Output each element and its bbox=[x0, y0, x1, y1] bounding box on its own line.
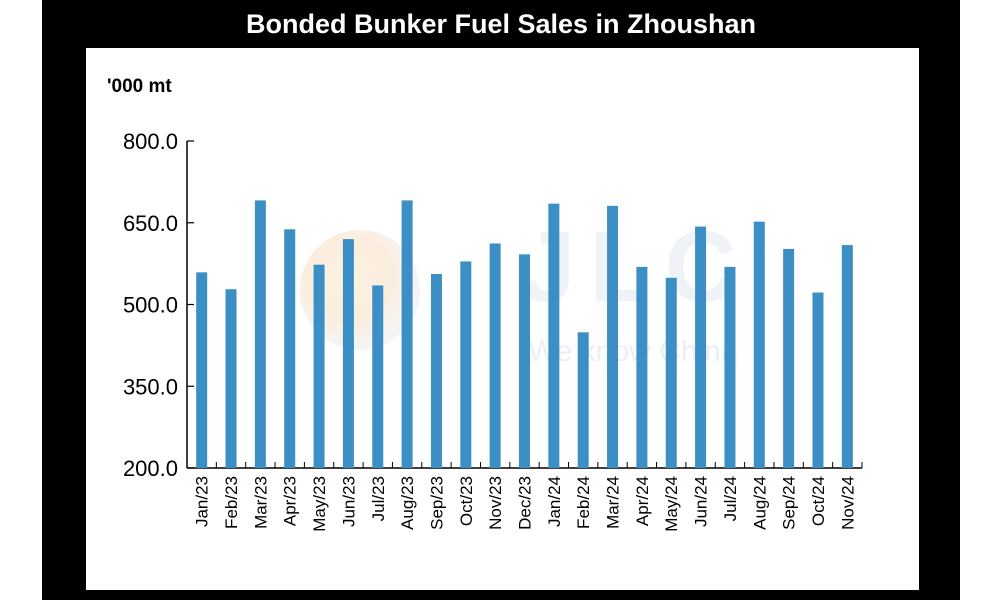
x-tick-label: Aug/23 bbox=[398, 476, 417, 530]
x-tick-label: Feb/23 bbox=[222, 476, 241, 529]
bar bbox=[519, 254, 530, 468]
x-tick-label: Apr/23 bbox=[281, 476, 300, 526]
x-tick-label: Sep/24 bbox=[780, 476, 799, 530]
x-tick-label: Jul/23 bbox=[369, 476, 388, 521]
bar bbox=[607, 205, 619, 469]
x-tick-label: Jan/24 bbox=[545, 476, 564, 527]
bar bbox=[489, 243, 501, 468]
bar bbox=[695, 226, 707, 468]
bar bbox=[548, 203, 560, 469]
bar bbox=[460, 261, 472, 468]
bar bbox=[284, 229, 296, 468]
bar bbox=[783, 248, 795, 468]
bar bbox=[753, 221, 765, 468]
x-tick-label: Jul/24 bbox=[721, 476, 740, 521]
x-tick-label: May/23 bbox=[310, 476, 329, 532]
bar bbox=[196, 272, 208, 468]
x-tick-label: Mar/23 bbox=[251, 476, 270, 529]
x-tick-label: Oct/23 bbox=[457, 476, 476, 526]
x-tick-label: Jun/23 bbox=[339, 476, 358, 527]
bar bbox=[841, 245, 853, 468]
x-tick-label: Jun/24 bbox=[692, 476, 711, 527]
x-tick-label: Jan/23 bbox=[193, 476, 212, 527]
x-tick-label: Aug/24 bbox=[750, 476, 769, 530]
y-tick-label: 200.0 bbox=[123, 456, 178, 481]
bar bbox=[372, 285, 384, 468]
chart-title: Bonded Bunker Fuel Sales in Zhoushan bbox=[245, 9, 757, 39]
bar bbox=[401, 200, 413, 468]
bar bbox=[342, 239, 354, 468]
x-tick-label: Sep/23 bbox=[427, 476, 446, 530]
x-tick-label: May/24 bbox=[662, 476, 681, 532]
y-tick-label: 500.0 bbox=[123, 293, 178, 318]
bar bbox=[430, 273, 442, 468]
x-tick-label: Dec/23 bbox=[516, 476, 535, 530]
x-tick-label: Oct/24 bbox=[809, 476, 828, 526]
bar bbox=[636, 266, 648, 468]
y-tick-label: 350.0 bbox=[123, 374, 178, 399]
bar bbox=[254, 200, 266, 468]
x-tick-label: Mar/24 bbox=[604, 476, 623, 529]
bar bbox=[724, 266, 736, 468]
y-tick-label: 800.0 bbox=[123, 129, 178, 154]
bar bbox=[577, 332, 589, 468]
plot-panel bbox=[86, 48, 919, 590]
bar bbox=[665, 277, 677, 468]
bar bbox=[225, 289, 237, 468]
y-axis-unit-label: '000 mt bbox=[107, 76, 172, 97]
x-tick-label: Feb/24 bbox=[574, 476, 593, 529]
x-tick-label: Nov/23 bbox=[486, 476, 505, 530]
y-tick-label: 650.0 bbox=[123, 211, 178, 236]
x-tick-label: Nov/24 bbox=[838, 476, 857, 530]
bar bbox=[313, 264, 325, 468]
x-tick-label: Apr/24 bbox=[633, 476, 652, 526]
bar bbox=[812, 292, 824, 468]
